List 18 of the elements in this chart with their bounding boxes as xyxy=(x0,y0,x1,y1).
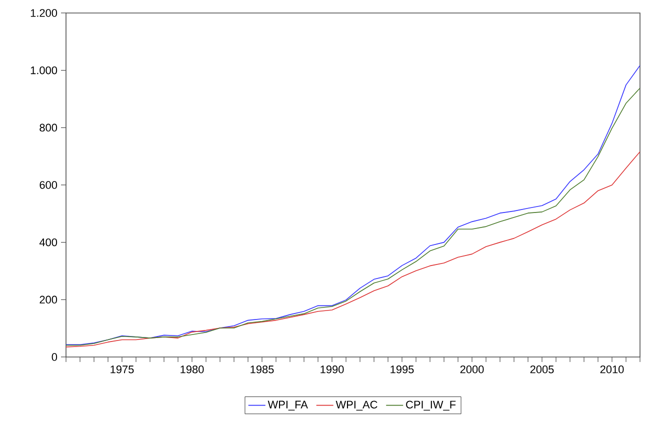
x-tick-label: 1990 xyxy=(320,366,344,374)
legend-label: CPI_IW_F xyxy=(406,400,456,411)
x-tick-label: 1980 xyxy=(180,366,204,374)
y-tick-label: 1.200 xyxy=(30,9,58,17)
x-tick-label: 2005 xyxy=(530,366,554,374)
y-tick-label: 1.000 xyxy=(30,66,58,74)
x-tick-label: 1995 xyxy=(390,366,414,374)
legend-label: WPI_AC xyxy=(336,400,378,411)
y-tick-label: 800 xyxy=(40,124,58,132)
y-tick-label: 200 xyxy=(40,296,58,304)
y-tick-label: 600 xyxy=(40,181,58,189)
legend-label: WPI_FA xyxy=(268,400,308,410)
x-tick-label: 1985 xyxy=(250,366,274,374)
x-tick-label: 2000 xyxy=(460,366,484,374)
x-tick-label: 2010 xyxy=(600,366,624,374)
y-tick-label: 400 xyxy=(39,238,58,246)
x-tick-label: 1975 xyxy=(110,366,134,374)
y-tick-label: 0 xyxy=(52,353,58,361)
